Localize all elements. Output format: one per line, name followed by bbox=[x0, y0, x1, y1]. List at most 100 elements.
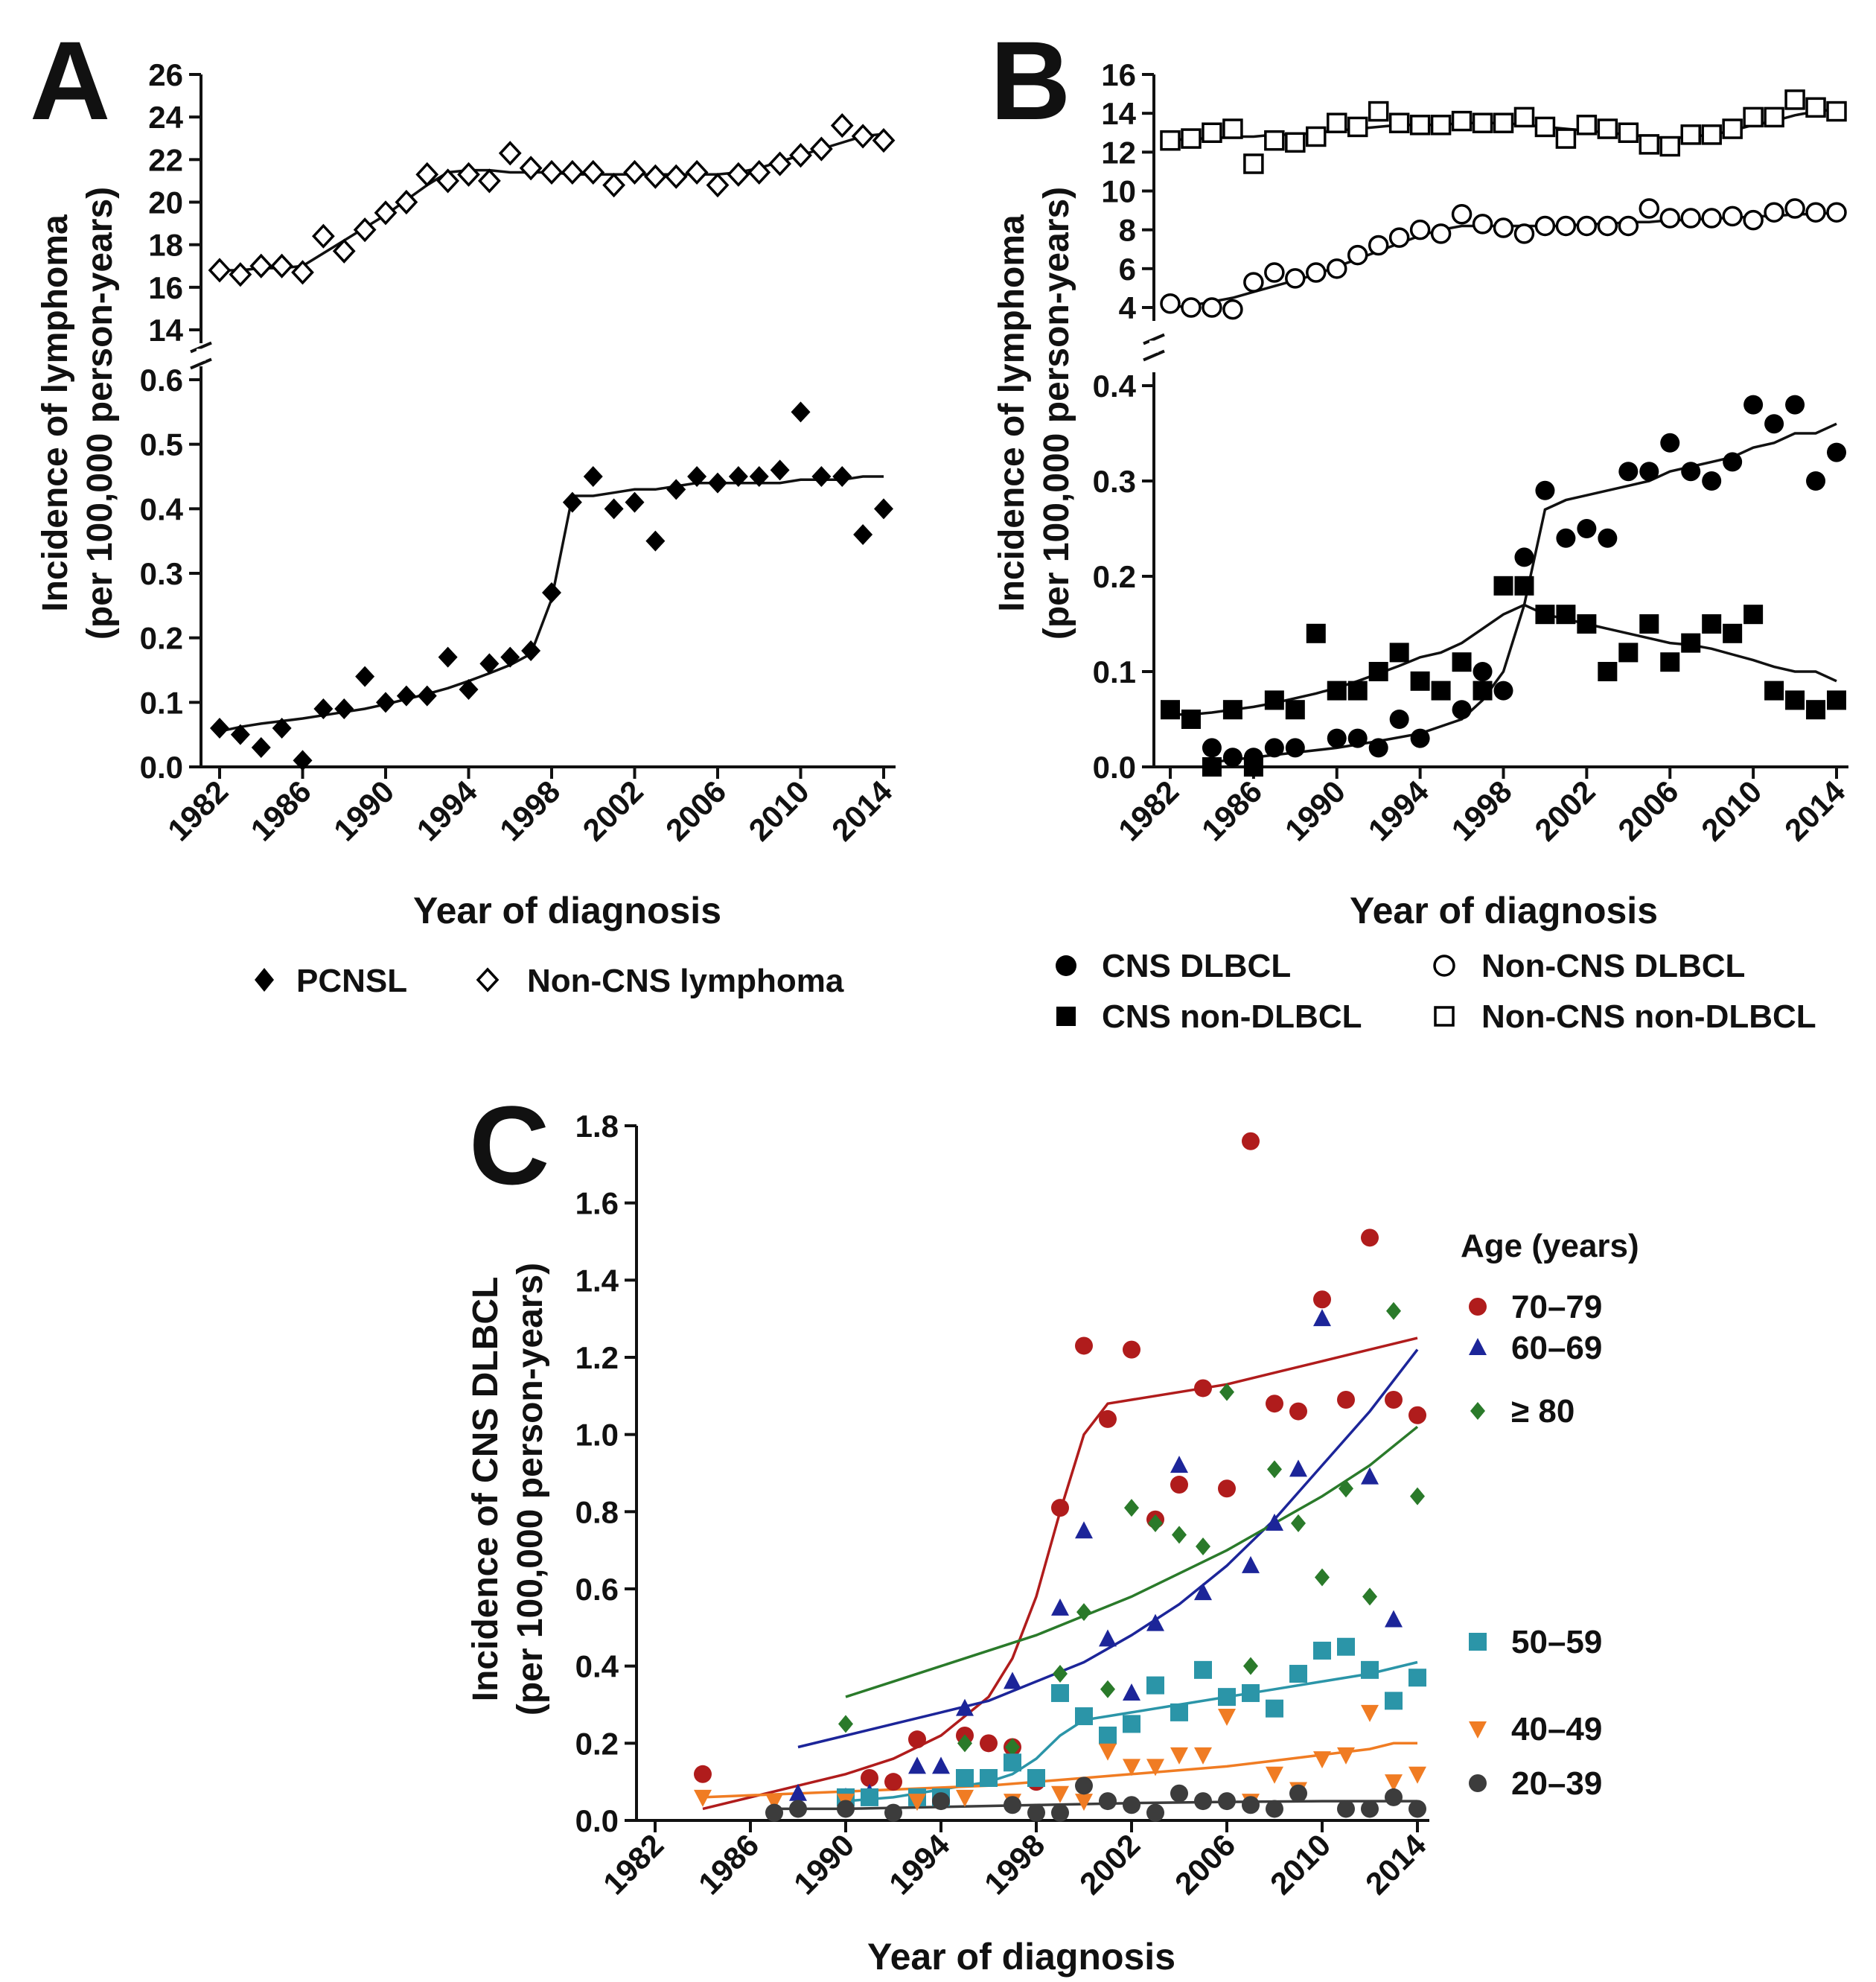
panel-c-point-40-49 bbox=[1099, 1743, 1117, 1761]
panel-c-point-50-59 bbox=[1313, 1641, 1331, 1660]
panel-c-point-50-59 bbox=[1004, 1753, 1021, 1772]
panel-b-point-non-cns-dlbcl bbox=[1264, 262, 1285, 283]
panel-c-point-70-79 bbox=[1099, 1409, 1117, 1428]
panel-b-point-non-cns-non-dlbcl bbox=[1576, 115, 1598, 136]
panel-a-upper-ytick-label: 14 bbox=[148, 313, 183, 348]
panel-b-point-cns-dlbcl bbox=[1347, 728, 1368, 748]
panel-c-ytick-label: 1.2 bbox=[575, 1340, 619, 1375]
panel-b-point-cns-non-dlbcl bbox=[1723, 623, 1743, 643]
panel-a-point-pcnsl bbox=[438, 646, 458, 668]
panel-b-xtick-label: 2006 bbox=[1611, 774, 1685, 847]
panel-c-ytick-label: 0.6 bbox=[575, 1572, 619, 1607]
panel-a-point-pcnsl bbox=[791, 401, 811, 423]
panel-a-point-non-cns-lymphoma bbox=[809, 136, 833, 162]
panel-b-point-non-cns-non-dlbcl bbox=[1534, 116, 1556, 138]
panel-a-point-non-cns-lymphoma bbox=[851, 124, 875, 149]
panel-a-point-non-cns-lymphoma bbox=[768, 151, 792, 176]
panel-c-xtick-label: 2006 bbox=[1168, 1827, 1242, 1901]
panel-a-upper-ytick-label: 18 bbox=[148, 228, 183, 263]
panel-b-point-non-cns-non-dlbcl bbox=[1181, 128, 1202, 149]
panel-a-ylabel-line2: (per 100,000 person-years) bbox=[80, 187, 120, 640]
panel-b-point-cns-non-dlbcl bbox=[1264, 690, 1284, 710]
legend-40-49-marker bbox=[1469, 1721, 1487, 1739]
panel-a-xtick-label: 2014 bbox=[825, 774, 899, 848]
legend-20-39-label: 20–39 bbox=[1511, 1765, 1602, 1802]
panel-b-point-non-cns-non-dlbcl bbox=[1264, 130, 1285, 151]
panel-a-point-non-cns-lymphoma bbox=[415, 162, 439, 187]
panel-c-point-80 bbox=[1172, 1526, 1187, 1544]
panel-b-point-cns-dlbcl bbox=[1743, 395, 1764, 415]
panel-c-point-70-79 bbox=[908, 1730, 926, 1749]
panel-c-point-80 bbox=[1100, 1680, 1115, 1698]
panel-c-point-80 bbox=[957, 1734, 972, 1753]
panel-b-point-non-cns-non-dlbcl bbox=[1327, 112, 1347, 133]
panel-b-point-cns-non-dlbcl bbox=[1806, 700, 1826, 720]
panel-b-point-non-cns-dlbcl bbox=[1472, 214, 1493, 235]
panel-b-point-non-cns-dlbcl bbox=[1639, 198, 1660, 219]
panel-b-point-non-cns-dlbcl bbox=[1618, 215, 1639, 237]
panel-c-point-20-39 bbox=[1123, 1796, 1140, 1814]
panel-c-point-80 bbox=[1315, 1568, 1330, 1587]
panel-b-upper-ytick-label: 6 bbox=[1119, 252, 1136, 287]
panel-b-point-non-cns-non-dlbcl bbox=[1618, 122, 1639, 143]
panel-a-point-non-cns-lymphoma bbox=[561, 159, 584, 185]
panel-b-point-cns-non-dlbcl bbox=[1827, 690, 1846, 710]
panel-c-point-70-79 bbox=[1075, 1336, 1093, 1355]
axis-break-mark bbox=[1143, 333, 1165, 345]
panel-c-point-60-69 bbox=[1194, 1583, 1212, 1601]
axis-break-gap bbox=[1149, 340, 1158, 353]
panel-a-point-pcnsl bbox=[396, 685, 416, 707]
panel-c-label: C bbox=[469, 1083, 549, 1208]
panel-a-xtick-label: 2002 bbox=[576, 774, 650, 847]
panel-c-point-70-79 bbox=[1313, 1290, 1331, 1309]
panel-b-point-non-cns-non-dlbcl bbox=[1409, 115, 1431, 136]
panel-c-point-20-39 bbox=[1194, 1792, 1212, 1811]
panel-a-lower-ytick-label: 0.4 bbox=[140, 491, 184, 526]
panel-b-point-non-cns-dlbcl bbox=[1659, 208, 1680, 229]
panel-c-point-50-59 bbox=[1194, 1660, 1212, 1679]
panel-b-upper-ytick-label: 4 bbox=[1119, 290, 1137, 325]
panel-c-point-80 bbox=[1005, 1738, 1020, 1756]
panel-b-point-non-cns-non-dlbcl bbox=[1285, 132, 1306, 153]
panel-b-point-non-cns-dlbcl bbox=[1722, 205, 1743, 227]
panel-a-xtick-label: 2006 bbox=[659, 774, 733, 847]
panel-a-point-pcnsl bbox=[293, 750, 313, 771]
panel-a-point-non-cns-lymphoma bbox=[602, 173, 626, 198]
legend-80-marker bbox=[1470, 1402, 1485, 1420]
legend-non-cns-lymphoma-label: Non-CNS lymphoma bbox=[527, 963, 844, 999]
panel-b: B Incidence of lymphoma (per 100,000 per… bbox=[990, 18, 1852, 1035]
panel-a-point-pcnsl bbox=[562, 491, 582, 513]
panel-a-point-pcnsl bbox=[313, 698, 334, 719]
panel-b-point-cns-non-dlbcl bbox=[1181, 710, 1201, 729]
panel-b-xtick-label: 2014 bbox=[1778, 774, 1852, 848]
panel-c-xtick-label: 1990 bbox=[787, 1827, 861, 1901]
panel-a-lower-ytick-label: 0.6 bbox=[140, 363, 183, 398]
panel-a-point-non-cns-lymphoma bbox=[685, 159, 709, 185]
panel-b-point-cns-dlbcl bbox=[1452, 700, 1472, 720]
panel-c-point-40-49 bbox=[1170, 1747, 1188, 1765]
panel-b-lower-ytick-label: 0.4 bbox=[1093, 369, 1137, 404]
panel-c-point-60-69 bbox=[932, 1756, 950, 1774]
panel-c-xlabel: Year of diagnosis bbox=[867, 1936, 1175, 1978]
panel-c-point-60-69 bbox=[1051, 1598, 1069, 1616]
panel-a-point-pcnsl bbox=[749, 466, 769, 487]
panel-b-lower-ytick-label: 0.2 bbox=[1093, 559, 1136, 594]
panel-c-ytick-label: 0.4 bbox=[575, 1649, 619, 1684]
panel-a-lower-ytick-label: 0.2 bbox=[140, 621, 183, 656]
panel-b-point-cns-non-dlbcl bbox=[1306, 623, 1326, 643]
panel-b-point-non-cns-dlbcl bbox=[1327, 258, 1347, 279]
panel-c-point-20-39 bbox=[837, 1800, 855, 1818]
panel-b-point-cns-dlbcl bbox=[1639, 462, 1659, 482]
panel-a-point-pcnsl bbox=[604, 498, 624, 520]
panel-c-ytick-label: 1.6 bbox=[575, 1186, 619, 1221]
panel-b-point-cns-non-dlbcl bbox=[1243, 757, 1263, 777]
panel-c-point-50-59 bbox=[1266, 1699, 1283, 1718]
legend-non-cns-non-dlbcl-label: Non-CNS non-DLBCL bbox=[1481, 998, 1816, 1035]
panel-c-point-20-39 bbox=[1289, 1784, 1307, 1803]
panel-c-point-80 bbox=[838, 1715, 853, 1733]
legend-cns-dlbcl-marker bbox=[1056, 955, 1076, 976]
panel-c-fit-70-79 bbox=[702, 1336, 1418, 1811]
panel-c-point-20-39 bbox=[1385, 1788, 1403, 1806]
